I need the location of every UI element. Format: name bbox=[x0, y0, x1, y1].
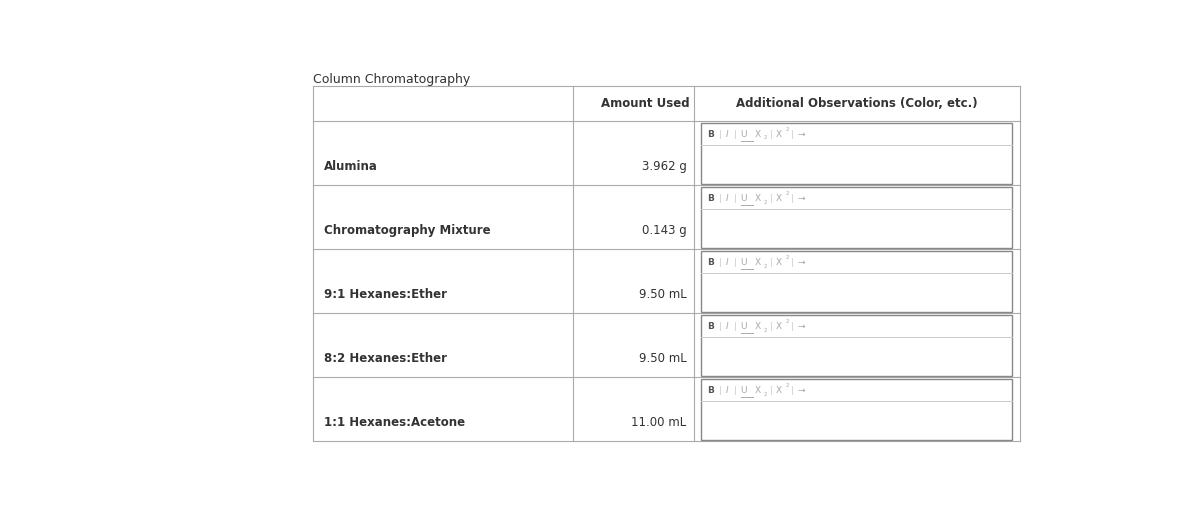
Text: →: → bbox=[797, 194, 805, 203]
Text: |: | bbox=[719, 130, 722, 138]
Text: B: B bbox=[707, 258, 714, 267]
Text: |: | bbox=[791, 258, 793, 267]
Text: X: X bbox=[776, 321, 782, 331]
Text: I: I bbox=[726, 130, 728, 138]
Bar bbox=[702, 251, 1012, 311]
Text: U: U bbox=[740, 194, 748, 203]
Text: |: | bbox=[769, 194, 773, 203]
Text: 8:2 Hexanes:Ether: 8:2 Hexanes:Ether bbox=[324, 352, 446, 365]
Text: |: | bbox=[719, 386, 722, 394]
Text: 2: 2 bbox=[785, 127, 788, 132]
Text: Alumina: Alumina bbox=[324, 160, 378, 172]
Text: X: X bbox=[755, 258, 761, 267]
Text: 2: 2 bbox=[764, 264, 767, 269]
Text: X: X bbox=[776, 194, 782, 203]
Bar bbox=[702, 187, 1012, 247]
Text: I: I bbox=[726, 258, 728, 267]
Text: Additional Observations (Color, etc.): Additional Observations (Color, etc.) bbox=[736, 97, 978, 111]
Text: 2: 2 bbox=[764, 391, 767, 396]
Text: |: | bbox=[719, 258, 722, 267]
Text: |: | bbox=[769, 130, 773, 138]
Bar bbox=[702, 123, 1012, 184]
Text: X: X bbox=[755, 321, 761, 331]
Text: U: U bbox=[740, 321, 748, 331]
Text: Amount Used: Amount Used bbox=[601, 97, 689, 111]
Text: 2: 2 bbox=[785, 319, 788, 324]
Text: |: | bbox=[769, 321, 773, 331]
Text: →: → bbox=[797, 258, 805, 267]
Text: I: I bbox=[726, 194, 728, 203]
Text: 2: 2 bbox=[785, 255, 788, 260]
Text: |: | bbox=[791, 386, 793, 394]
Text: 3.962 g: 3.962 g bbox=[642, 160, 686, 172]
Text: 11.00 mL: 11.00 mL bbox=[631, 416, 686, 428]
Text: 1:1 Hexanes:Acetone: 1:1 Hexanes:Acetone bbox=[324, 416, 466, 428]
Text: Column Chromatography: Column Chromatography bbox=[313, 73, 470, 86]
Text: |: | bbox=[734, 258, 737, 267]
Text: 2: 2 bbox=[785, 191, 788, 196]
Text: 2: 2 bbox=[764, 199, 767, 204]
Text: |: | bbox=[719, 321, 722, 331]
Text: U: U bbox=[740, 386, 748, 394]
Text: I: I bbox=[726, 321, 728, 331]
Text: U: U bbox=[740, 130, 748, 138]
Text: 2: 2 bbox=[764, 328, 767, 333]
Text: →: → bbox=[797, 321, 805, 331]
Text: 9.50 mL: 9.50 mL bbox=[638, 352, 686, 365]
Text: X: X bbox=[776, 130, 782, 138]
Text: |: | bbox=[734, 386, 737, 394]
Text: U: U bbox=[740, 258, 748, 267]
Text: |: | bbox=[734, 130, 737, 138]
Text: 9:1 Hexanes:Ether: 9:1 Hexanes:Ether bbox=[324, 287, 446, 301]
Text: |: | bbox=[769, 386, 773, 394]
Text: X: X bbox=[776, 386, 782, 394]
Text: X: X bbox=[776, 258, 782, 267]
Text: |: | bbox=[734, 321, 737, 331]
Text: B: B bbox=[707, 321, 714, 331]
Text: 2: 2 bbox=[785, 383, 788, 388]
Text: Chromatography Mixture: Chromatography Mixture bbox=[324, 224, 491, 237]
Text: B: B bbox=[707, 194, 714, 203]
Text: |: | bbox=[791, 194, 793, 203]
Text: |: | bbox=[769, 258, 773, 267]
Text: |: | bbox=[734, 194, 737, 203]
Text: I: I bbox=[726, 386, 728, 394]
Text: 2: 2 bbox=[764, 135, 767, 140]
Text: |: | bbox=[791, 130, 793, 138]
Text: →: → bbox=[797, 130, 805, 138]
Bar bbox=[702, 379, 1012, 440]
Text: X: X bbox=[755, 130, 761, 138]
Text: 9.50 mL: 9.50 mL bbox=[638, 287, 686, 301]
Text: |: | bbox=[719, 194, 722, 203]
Text: B: B bbox=[707, 130, 714, 138]
Bar bbox=[702, 315, 1012, 376]
Text: |: | bbox=[791, 321, 793, 331]
Text: X: X bbox=[755, 194, 761, 203]
Text: →: → bbox=[797, 386, 805, 394]
Text: B: B bbox=[707, 386, 714, 394]
Text: X: X bbox=[755, 386, 761, 394]
Text: 0.143 g: 0.143 g bbox=[642, 224, 686, 237]
